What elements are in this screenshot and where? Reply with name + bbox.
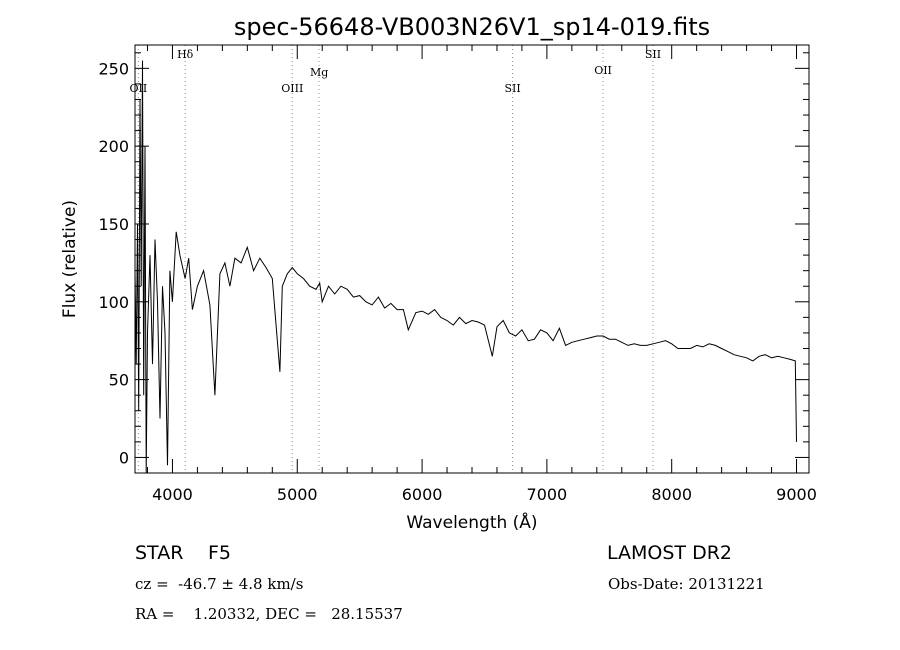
x-axis-label: Wavelength (Å): [406, 511, 537, 533]
obs-date-label: Obs-Date: 20131221: [608, 575, 765, 593]
marker-label-6: SII: [645, 48, 661, 61]
x-tick-label: 8000: [651, 485, 692, 504]
marker-label-2: OIII: [281, 82, 303, 95]
chart-title: spec-56648-VB003N26V1_sp14-019.fits: [234, 13, 710, 41]
y-tick-label: 150: [98, 215, 129, 234]
y-tick-label: 200: [98, 137, 129, 156]
x-tick-label: 6000: [402, 485, 443, 504]
y-tick-label: 50: [109, 371, 129, 390]
spectrum-series: [135, 60, 797, 473]
x-tick-label: 7000: [527, 485, 568, 504]
axis-tick-labels: 4000 5000 6000 7000 8000 9000 0 50 100 150 200 250: [98, 59, 816, 504]
classification-label: STAR: [135, 542, 183, 564]
subclass-label: F5: [208, 542, 231, 564]
x-tick-label: 5000: [277, 485, 318, 504]
series-line-spectrum: [135, 60, 797, 473]
survey-label: LAMOST DR2: [607, 542, 732, 564]
marker-label-5: OII: [594, 64, 612, 77]
velocity-label: cz = -46.7 ± 4.8 km/s: [135, 575, 303, 593]
y-tick-label: 250: [98, 59, 129, 78]
x-tick-label: 4000: [152, 485, 193, 504]
y-tick-label: 100: [98, 293, 129, 312]
x-tick-label: 9000: [776, 485, 817, 504]
axis-ticks: [135, 45, 809, 473]
y-tick-label: 0: [119, 448, 129, 467]
marker-label-4: SII: [504, 82, 520, 95]
marker-label-3: Mg: [310, 66, 328, 79]
coordinates-label: RA = 1.20332, DEC = 28.15537: [135, 605, 403, 623]
y-axis-label: Flux (relative): [60, 200, 80, 318]
marker-label-1: Hδ: [177, 48, 194, 61]
